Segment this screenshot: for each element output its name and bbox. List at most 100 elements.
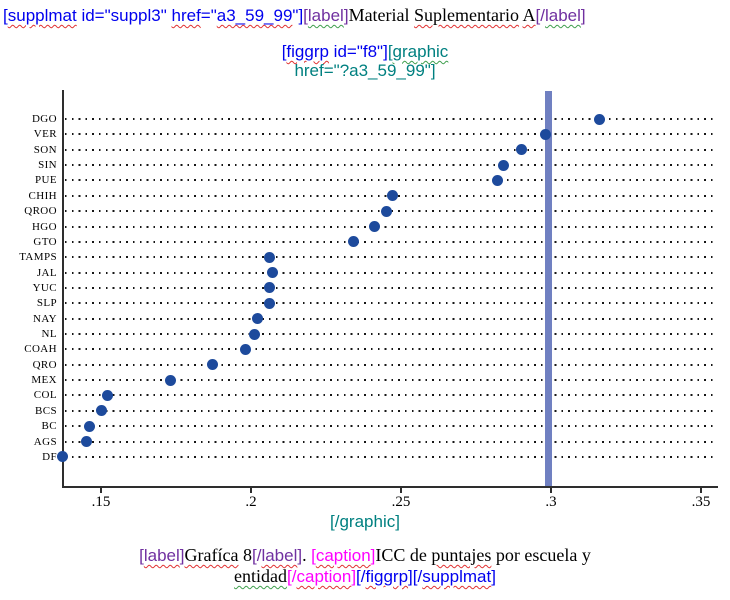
markup-tag-segment: ] <box>580 6 586 25</box>
markup-tag-segment: ] <box>297 546 303 565</box>
markup-tag-segment: [/graphic] <box>330 512 400 531</box>
content-text-segment: A <box>522 5 536 25</box>
y-axis-label: BC <box>41 420 57 433</box>
markup-tag-segment: [ <box>281 42 287 61</box>
markup-tag-segment: label <box>261 546 298 565</box>
row-leader-line <box>65 425 716 428</box>
markup-tag-segment: [ <box>139 546 144 565</box>
markup-tag-segment: supplmat <box>7 6 77 25</box>
markup-tag-segment: supplmat <box>422 567 492 586</box>
row-leader-line <box>65 133 716 136</box>
y-axis-label: NL <box>41 328 57 341</box>
markup-tag-segment: figgrp <box>365 567 409 586</box>
figgrp-markup-block: [figgrp id="f8"][graphic href="?a3_59_99… <box>0 42 730 80</box>
y-axis-label: COL <box>33 389 57 402</box>
x-tick-label: .3 <box>545 494 557 510</box>
markup-tag-segment: [/ <box>251 546 262 565</box>
row-leader-line <box>65 148 716 151</box>
figgrp-markup-line-2: href="?a3_59_99"] <box>0 61 730 80</box>
markup-tag-segment: "] <box>292 6 304 25</box>
content-text-segment: Material <box>348 5 415 25</box>
y-axis-label: JAL <box>36 266 57 279</box>
x-tick <box>700 487 702 493</box>
y-axis-label: PUE <box>35 174 57 187</box>
y-axis-label: DGO <box>31 113 57 125</box>
data-dot <box>239 343 251 355</box>
data-dot <box>266 267 278 279</box>
content-text-segment: 8 <box>238 545 252 565</box>
x-tick-label: .15 <box>91 494 111 510</box>
markup-tag-segment: [/ <box>356 567 366 586</box>
dot-plot: DGO VER SON SIN PUE CHIH QROO HGO GTO TAMPS JAL YUC… <box>0 90 730 510</box>
y-axis-label: NAY <box>32 312 57 325</box>
data-dot <box>95 405 107 417</box>
y-axis-label: BCS <box>35 404 57 417</box>
x-tick-label: .2 <box>245 494 257 510</box>
data-dot <box>101 389 113 401</box>
data-dot <box>368 221 380 233</box>
row-leader-line <box>65 164 716 167</box>
data-dot <box>164 374 176 386</box>
markup-tag-segment: a3_59_99 <box>216 6 293 25</box>
content-text-segment: ICC de <box>375 545 432 565</box>
markup-tag-segment: [ <box>311 546 316 565</box>
markup-tag-segment: label <box>143 546 180 565</box>
markup-tag-segment: ] <box>179 546 185 565</box>
x-tick <box>400 487 402 493</box>
x-tick-label: .25 <box>391 494 411 510</box>
data-dot <box>380 205 392 217</box>
reference-line <box>544 91 552 486</box>
markup-tag-segment: [ <box>387 42 393 61</box>
data-dot <box>56 451 68 463</box>
caption-line-1: [label]Grafíca 8[/label]. [caption]ICC d… <box>0 545 730 566</box>
y-axis-label: COAH <box>24 343 57 356</box>
data-dot <box>263 251 275 263</box>
y-axis-label: GTO <box>33 235 57 248</box>
data-dot <box>386 190 398 202</box>
row-leader-line <box>65 348 716 351</box>
row-leader-line <box>65 118 716 120</box>
y-axis-label: HGO <box>31 220 57 233</box>
markup-tag-segment: href <box>171 6 201 25</box>
y-axis-label: YUC <box>32 281 57 294</box>
row-leader-line <box>65 409 716 412</box>
y-axis-label: TAMPS <box>19 251 57 264</box>
y-axis-label: SLP <box>36 297 57 310</box>
data-dot <box>206 359 218 371</box>
markup-tag-segment: ] <box>408 567 413 586</box>
row-leader-line <box>65 240 716 243</box>
y-axis <box>62 90 64 487</box>
markup-tag-segment: =" <box>200 6 217 25</box>
row-leader-line <box>65 379 716 382</box>
data-dot <box>347 236 359 248</box>
markup-tag-segment: ] <box>351 567 357 586</box>
markup-tag-segment: [ <box>303 6 308 25</box>
markup-tag-segment: label <box>545 6 581 25</box>
y-axis-label: CHIH <box>28 189 57 202</box>
row-leader-line <box>65 333 716 336</box>
row-leader-line <box>65 455 716 458</box>
data-dot <box>491 174 503 186</box>
figgrp-markup-line-1: [figgrp id="f8"][graphic <box>0 42 730 61</box>
caption-line-2: entidad[/caption][/figgrp][/supplmat] <box>0 566 730 587</box>
markup-tag-segment: ] <box>491 567 496 586</box>
markup-tag-segment: href="?a3_59_99"] <box>294 61 436 80</box>
markup-tag-segment: graphic <box>392 42 449 61</box>
content-text-segment: Grafíca <box>184 545 239 565</box>
markup-tag-segment: label <box>307 6 344 25</box>
markup-tag-segment: [/ <box>412 567 423 586</box>
x-tick <box>100 487 102 493</box>
row-leader-line <box>65 363 716 366</box>
y-axis-label: QROO <box>24 205 57 218</box>
row-leader-line <box>65 286 716 289</box>
markup-tag-segment: figgrp <box>286 42 329 61</box>
markup-tag-segment: id="f8"] <box>328 42 388 61</box>
row-leader-line <box>65 179 716 182</box>
row-leader-line <box>65 440 716 443</box>
data-dot <box>497 159 509 171</box>
markup-tag-segment: id="suppl3" <box>76 6 172 25</box>
data-dot <box>539 128 551 140</box>
data-dot <box>80 436 92 448</box>
content-text-segment: puntajes <box>431 545 492 565</box>
y-axis-label: SIN <box>38 159 57 172</box>
